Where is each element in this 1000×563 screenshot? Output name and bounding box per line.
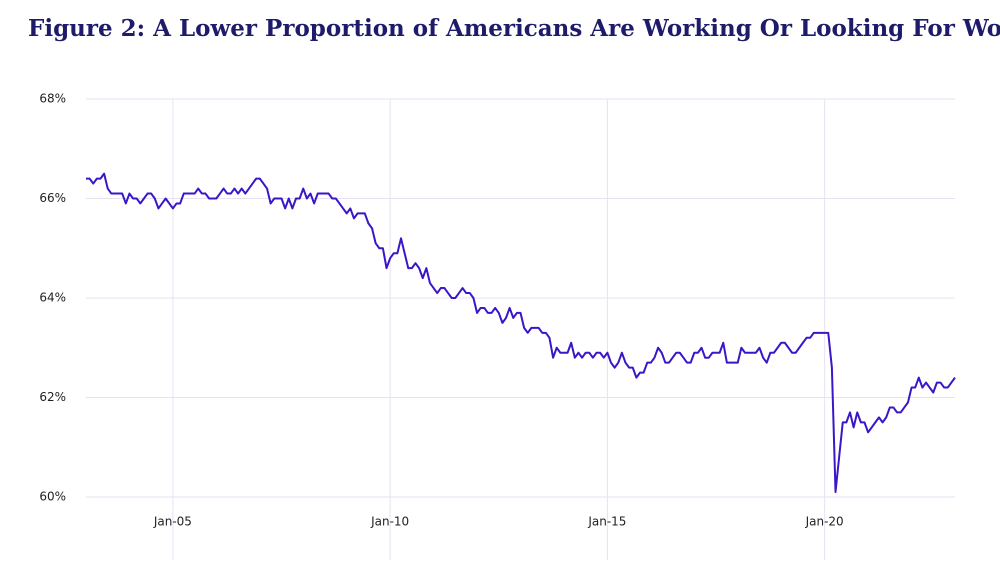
y-tick-label: 68% (39, 92, 66, 106)
x-tick-label: Jan-05 (153, 515, 192, 529)
chart-title: Figure 2: A Lower Proportion of American… (28, 15, 1000, 42)
y-tick-label: 60% (39, 490, 66, 504)
x-tick-label: Jan-15 (587, 515, 626, 529)
y-tick-label: 62% (39, 390, 66, 404)
y-tick-label: 64% (39, 291, 66, 305)
y-tick-label: 66% (39, 191, 66, 205)
x-tick-label: Jan-20 (805, 515, 844, 529)
x-tick-label: Jan-10 (370, 515, 409, 529)
data-line (86, 172, 956, 494)
